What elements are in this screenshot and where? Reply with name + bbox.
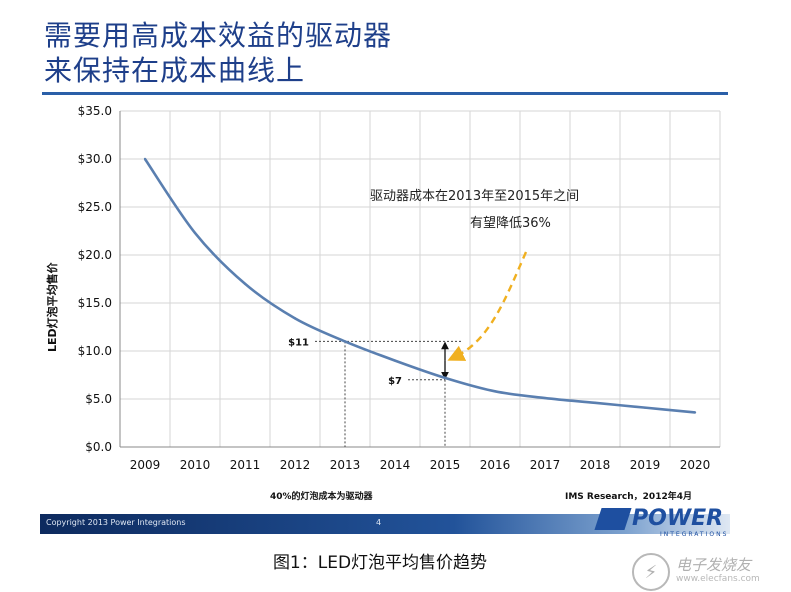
data-point [493,390,497,393]
data-point [343,340,347,343]
title-underline [42,92,728,95]
copyright-text: Copyright 2013 Power Integrations [46,518,186,527]
annotation-line1: 驱动器成本在2013年至2015年之间 [370,189,579,204]
price-trend-chart: $0.0 $5.0 $10.0 $15.0 $20.0 $25.0 $30.0 $35.0 20… [45,104,721,502]
footer-left-note: 40%的灯泡成本为驱动器 [270,490,374,502]
y-tick-label: $5.0 [85,392,112,406]
x-tick-label: 2010 [180,458,211,472]
y-tick-label: $30.0 [78,152,112,166]
x-tick-label: 2013 [330,458,361,472]
annotation-arrow [447,251,528,361]
data-point [143,157,147,161]
x-tick-label: 2012 [280,458,311,472]
y-tick-label: $0.0 [85,440,112,454]
y-tick-label: $20.0 [78,248,112,262]
data-point [393,359,397,362]
watermark-url: www.elecfans.com [676,574,760,584]
reference-markers [315,340,462,447]
power-integrations-logo: POWER [594,506,724,531]
data-point [643,406,647,409]
x-tick-label: 2011 [230,458,261,472]
logo-wordmark: POWER [632,506,724,531]
logo-subtext: INTEGRATIONS [660,531,729,538]
page-number: 4 [376,518,382,527]
x-tick-label: 2014 [380,458,411,472]
data-point [293,317,297,320]
y-tick-label: $15.0 [78,296,112,310]
watermark-logo-icon: ⚡ [632,553,670,591]
tick-labels: $0.0 $5.0 $10.0 $15.0 $20.0 $25.0 $30.0 $35.0 20… [78,104,711,472]
x-tick-label: 2016 [480,458,511,472]
grid-lines [120,110,721,447]
x-tick-label: 2017 [530,458,561,472]
y-tick-label: $35.0 [78,104,112,118]
slide-title-line2: 来保持在成本曲线上 [44,54,306,87]
x-tick-label: 2015 [430,458,461,472]
data-point [543,396,547,400]
data-point [193,231,197,235]
x-tick-label: 2020 [680,458,711,472]
x-tick-label: 2018 [580,458,611,472]
watermark: ⚡ 电子发烧友 www.elecfans.com [632,553,760,591]
data-point [443,376,447,380]
annotation-line2: 有望降低36% [470,215,551,231]
figure-caption: 图1：LED灯泡平均售价趋势 [272,553,488,573]
marker-label: $7 [388,376,402,387]
y-tick-label: $10.0 [78,344,112,358]
footer-bar [40,514,730,534]
watermark-name: 电子发烧友 [676,556,752,574]
slide-title-line1: 需要用高成本效益的驱动器 [44,19,393,52]
series-lines [143,157,697,414]
axes [119,111,720,448]
x-tick-label: 2009 [130,458,161,472]
data-point [693,411,697,414]
data-point [593,401,597,405]
footer-source-note: IMS Research，2012年4月 [565,490,692,502]
y-tick-label: $25.0 [78,200,112,214]
x-tick-label: 2019 [630,458,661,472]
marker-label: $11 [288,337,309,348]
y-axis-label: LED灯泡平均售价 [45,261,59,352]
data-point [243,282,247,285]
logo-mark-icon [594,507,632,530]
